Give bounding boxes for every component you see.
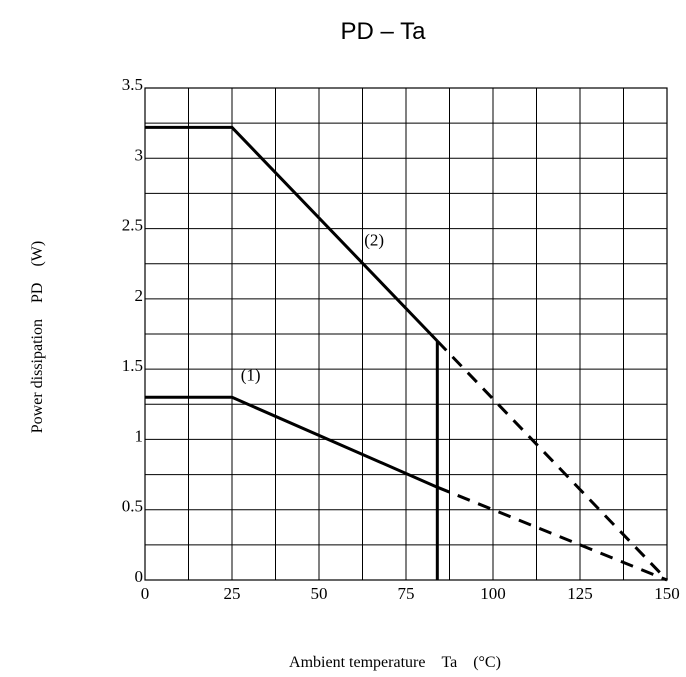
series-1-line-solid	[145, 395, 438, 489]
x-tick-label: 125	[567, 584, 593, 603]
y-tick-label: 0.5	[122, 497, 143, 516]
series-2-label: (2)	[364, 230, 384, 249]
chart-title: PD – Ta	[341, 18, 427, 45]
curves	[145, 125, 669, 582]
x-tick-label: 50	[311, 584, 328, 603]
tick-labels: 0 25 50 75 100 125 150 0 0.5 1 1.5 2 2.5 3 3.5	[122, 75, 680, 603]
y-tick-label: 3.5	[122, 75, 143, 94]
x-tick-label: 150	[654, 584, 680, 603]
series-1-line-dashed	[436, 485, 668, 582]
x-tick-label: 100	[480, 584, 506, 603]
y-tick-label: 2	[135, 286, 144, 305]
grid	[145, 88, 667, 580]
y-tick-label: 0	[135, 567, 144, 586]
series-2-line-dashed	[436, 339, 669, 582]
series-labels: (1) (2)	[241, 230, 384, 384]
y-tick-label: 3	[135, 145, 144, 164]
y-tick-label: 1.5	[122, 356, 143, 375]
plot-frame	[144, 87, 668, 581]
series-2-line-solid	[145, 125, 439, 343]
y-axis-label: Power dissipation PD (W)	[29, 241, 46, 433]
x-axis-label: Ambient temperature Ta (°C)	[289, 654, 501, 671]
x-tick-label: 25	[224, 584, 241, 603]
series-1-label: (1)	[241, 365, 261, 384]
y-tick-label: 1	[135, 426, 144, 445]
x-tick-label: 0	[141, 584, 150, 603]
x-tick-label: 75	[398, 584, 415, 603]
y-tick-label: 2.5	[122, 216, 143, 235]
